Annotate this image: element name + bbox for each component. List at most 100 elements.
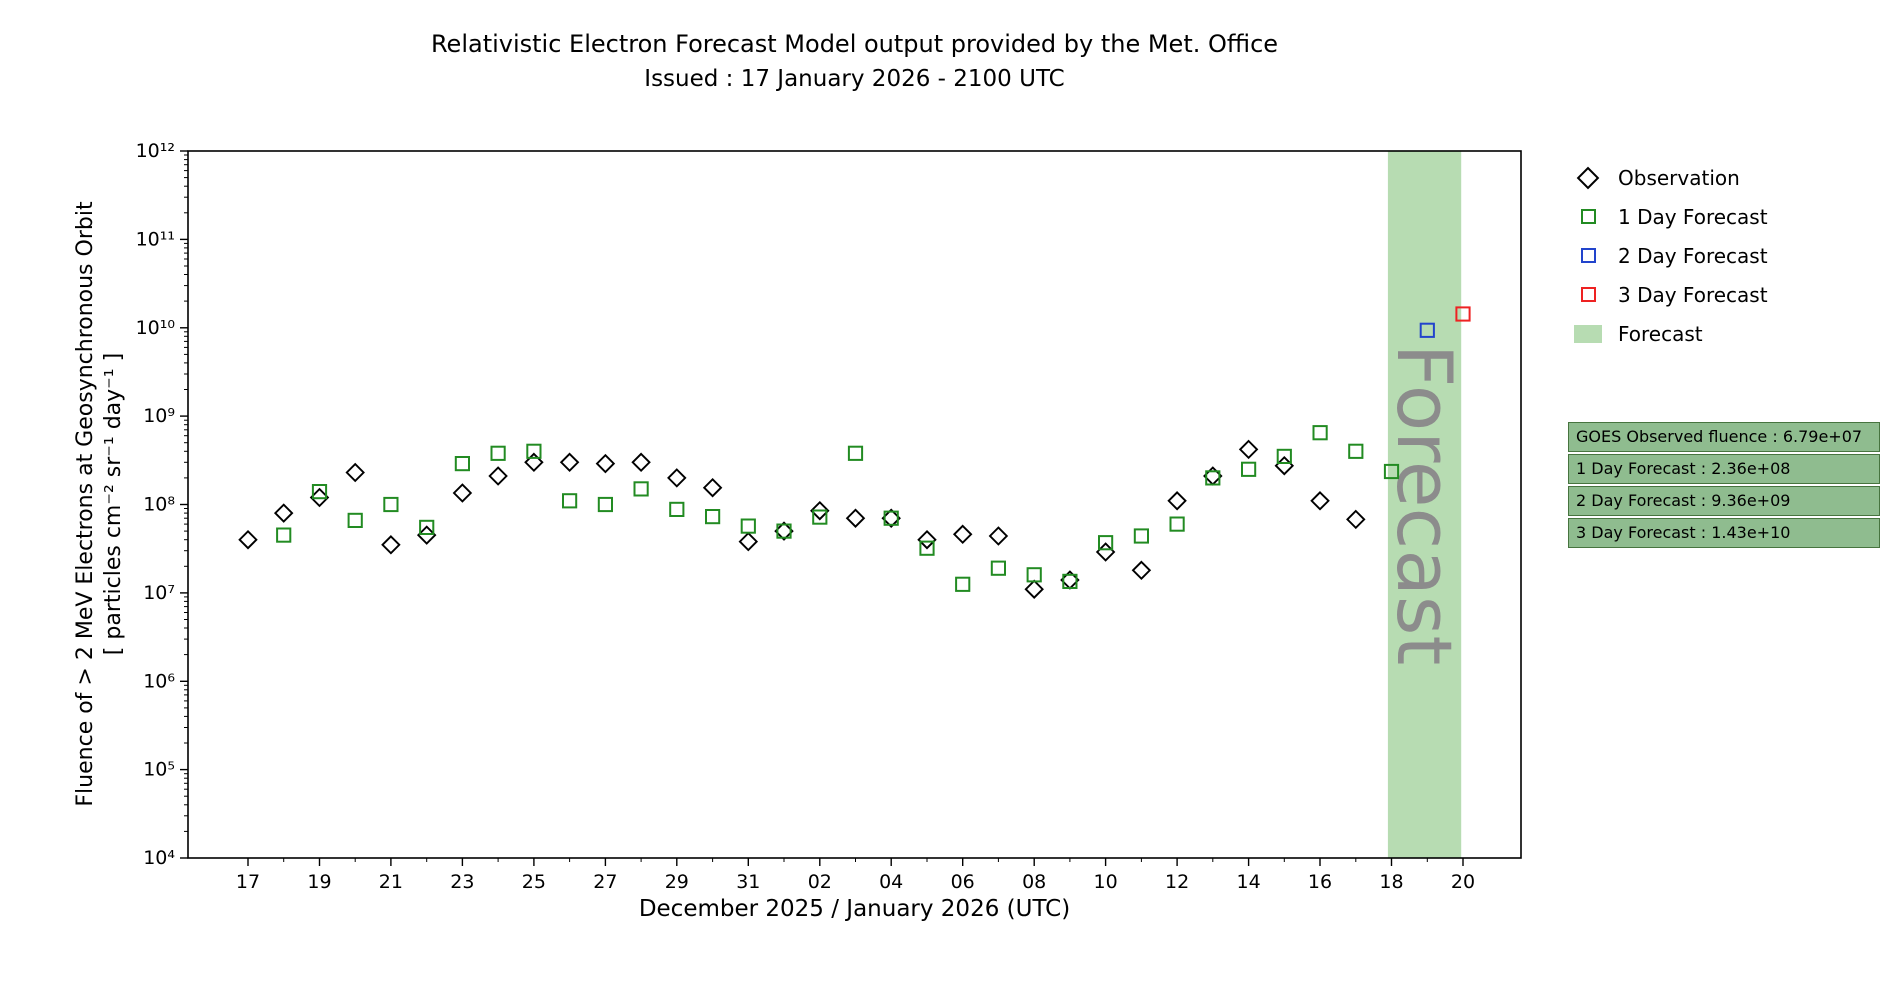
legend-marker-box [1566, 324, 1610, 343]
fluence-info-box: GOES Observed fluence : 6.79e+07 1 Day F… [1568, 422, 1880, 550]
forecast-point [1098, 535, 1114, 551]
y-axis-label: Fluence of > 2 MeV Electrons at Geosynch… [72, 54, 128, 954]
y-tick-label: 10¹¹ [136, 228, 175, 250]
forecast-point [1205, 470, 1221, 486]
observation-point [631, 452, 651, 473]
forecast-band [1387, 151, 1462, 858]
forecast-point [276, 527, 292, 543]
x-tick-label: 17 [236, 871, 260, 893]
chart-subtitle: Issued : 17 January 2026 - 2100 UTC [644, 66, 1065, 92]
forecast-point [740, 518, 756, 534]
forecast-point [419, 519, 435, 535]
legend-label-1day-forecast: 1 Day Forecast [1618, 204, 1768, 229]
observation-point [1167, 491, 1187, 511]
observation-point [988, 526, 1009, 546]
observation-point [702, 477, 723, 498]
legend-marker-box [1566, 287, 1610, 302]
x-axis-label: December 2025 / January 2026 (UTC) [638, 896, 1071, 922]
observation-point [845, 508, 866, 528]
observation-point [238, 529, 258, 550]
observation-point [559, 452, 580, 473]
observation-point [273, 503, 294, 523]
y-tick-label: 10⁹ [143, 405, 175, 427]
forecast-point [669, 501, 685, 517]
legend-marker-box [1566, 166, 1610, 189]
x-tick-label: 31 [736, 871, 760, 893]
legend-label-3day-forecast: 3 Day Forecast [1618, 282, 1768, 307]
forecast-point [1241, 461, 1257, 477]
observation-point [1346, 509, 1366, 530]
forecast-band-patch-icon [1574, 324, 1602, 343]
legend-item-forecast-band: Forecast [1566, 314, 1768, 353]
legend-label-2day-forecast: 2 Day Forecast [1618, 243, 1768, 268]
legend-label-forecast-band: Forecast [1618, 321, 1703, 346]
forecast-point [990, 560, 1006, 576]
forecast-point [776, 523, 792, 539]
forecast-point [633, 481, 649, 497]
observation-point [667, 468, 687, 488]
x-tick-label: 10 [1094, 871, 1118, 893]
forecast-point [347, 512, 363, 528]
x-tick-label: 27 [593, 871, 617, 893]
observation-diamond-icon [1576, 166, 1600, 189]
observation-point [1310, 491, 1330, 511]
x-tick-label: 21 [379, 871, 403, 893]
forecast-point [1348, 443, 1364, 459]
legend-marker-box [1566, 209, 1610, 224]
forecast-band-label: Forecast [1380, 344, 1469, 666]
forecast-point [1419, 322, 1435, 338]
y-tick-label: 10¹⁰ [136, 317, 175, 339]
forecast-point [919, 540, 935, 556]
forecast-point [1133, 528, 1150, 544]
forecast-point [526, 443, 542, 459]
x-tick-label: 04 [879, 871, 903, 893]
forecast-point [562, 493, 578, 509]
info-row-3day-forecast: 3 Day Forecast : 1.43e+10 [1568, 518, 1880, 548]
forecast-point [705, 509, 721, 525]
legend-item-2day-forecast: 2 Day Forecast [1566, 236, 1768, 275]
forecast-point [847, 445, 864, 461]
forecast-point [1455, 306, 1471, 322]
x-tick-label: 12 [1165, 871, 1189, 893]
x-tick-label: 08 [1022, 871, 1046, 893]
observation-point [810, 500, 830, 521]
x-tick-label: 20 [1451, 871, 1475, 893]
forecast-point [1169, 516, 1185, 532]
x-tick-label: 16 [1308, 871, 1332, 893]
info-row-1day-forecast: 1 Day Forecast : 2.36e+08 [1568, 454, 1880, 484]
3day-forecast-square-icon [1580, 287, 1596, 302]
observation-point [1238, 439, 1259, 460]
y-axis-label-line1: Fluence of > 2 MeV Electrons at Geosynch… [73, 201, 98, 807]
x-tick-label: 23 [450, 871, 474, 893]
x-tick-label: 25 [522, 871, 546, 893]
forecast-point [1062, 573, 1078, 589]
forecast-point [490, 445, 506, 461]
x-tick-label: 29 [665, 871, 689, 893]
legend-label-observation: Observation [1618, 165, 1740, 190]
forecast-point [454, 456, 470, 472]
legend-item-1day-forecast: 1 Day Forecast [1566, 197, 1768, 236]
info-row-2day-forecast: 2 Day Forecast : 9.36e+09 [1568, 486, 1880, 516]
legend-item-3day-forecast: 3 Day Forecast [1566, 275, 1768, 314]
forecast-point [1383, 463, 1400, 480]
legend-marker-box [1566, 248, 1610, 263]
chart-title: Relativistic Electron Forecast Model out… [430, 30, 1279, 58]
forecast-point [955, 576, 971, 592]
observation-point [952, 524, 973, 545]
forecast-point [883, 510, 899, 526]
observation-point [917, 529, 937, 550]
forecast-point [311, 484, 328, 500]
1day-forecast-square-icon [1580, 209, 1596, 224]
observation-point [1024, 579, 1044, 599]
y-tick-label: 10⁶ [143, 670, 175, 692]
forecast-point [597, 496, 613, 513]
x-tick-label: 06 [951, 871, 975, 893]
x-tick-label: 18 [1379, 871, 1403, 893]
y-tick-label: 10⁷ [143, 582, 175, 604]
y-tick-label: 10⁸ [143, 494, 175, 516]
y-axis-label-line2: [ particles cm⁻² sr⁻¹ day⁻¹ ] [101, 352, 126, 656]
x-tick-label: 14 [1237, 871, 1261, 893]
y-tick-label: 10⁴ [143, 847, 175, 869]
observation-point [345, 462, 365, 483]
